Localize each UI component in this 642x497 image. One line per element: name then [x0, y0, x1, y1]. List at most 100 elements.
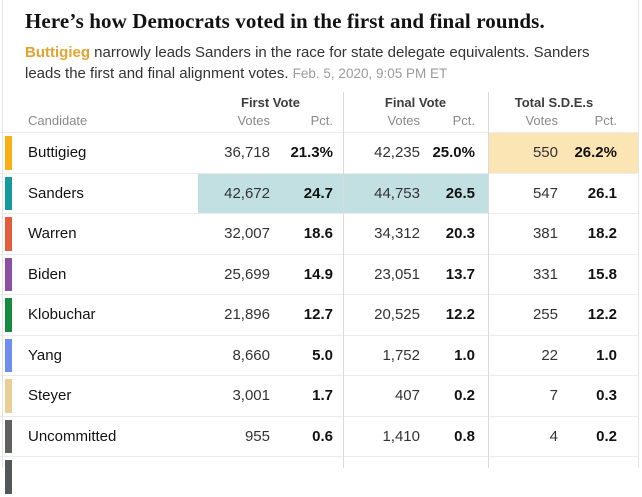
final-vote-votes-cell [343, 457, 422, 497]
final-vote-pct-cell: 20.3 [445, 225, 475, 243]
candidate-name: Warren [28, 225, 77, 243]
column-header-candidate: Candidate [28, 113, 88, 128]
candidate-color-bar [5, 460, 12, 494]
candidate-name: Steyer [28, 387, 72, 405]
sde-pct-cell: 18.2 [587, 225, 617, 243]
first-vote-votes-cell: 42,672 [198, 173, 272, 213]
first-vote-pct-cell [272, 457, 343, 497]
first-vote-pct-cell: 5.0 [312, 346, 333, 364]
page-left-border [2, 0, 3, 468]
final-vote-votes-cell: 34,312 [374, 225, 420, 243]
table-row-steyer: Steyer 3,001 1.7 407 0.2 7 0.3 [0, 375, 638, 416]
candidate-cell: Uncommitted [0, 417, 198, 457]
first-vote-votes-cell: 36,718 [224, 144, 270, 162]
group-header-final-vote: Final Vote [384, 95, 447, 110]
first-vote-votes-cell [198, 457, 272, 497]
subtitle-lead-candidate: Buttigieg [25, 44, 90, 61]
subtitle-text: narrowly leads Sanders in the race for s… [25, 44, 590, 82]
final-vote-votes-cell: 407 [394, 387, 420, 405]
candidate-color-bar [5, 136, 12, 170]
final-vote-pct-cell [422, 457, 488, 497]
column-divider-first-final [343, 92, 344, 468]
candidate-name: Sanders [28, 184, 84, 202]
first-vote-votes-cell: 25,699 [224, 265, 270, 283]
first-vote-votes-cell: 3,001 [232, 387, 270, 405]
candidate-cell: Yang [0, 336, 198, 376]
first-vote-votes-cell: 21,896 [224, 306, 270, 324]
column-header-first-pct: Pct. [310, 113, 333, 128]
candidate-name: Biden [28, 265, 67, 283]
sde-votes-cell: 22 [541, 346, 558, 364]
candidate-name: Yang [28, 346, 62, 364]
group-header-total-sdes: Total S.D.E.s [514, 95, 594, 110]
first-vote-votes-cell: 8,660 [232, 346, 270, 364]
candidate-name: Klobuchar [28, 306, 96, 324]
final-vote-pct-cell: 13.7 [445, 265, 475, 283]
sde-pct-cell: 12.2 [587, 306, 617, 324]
sde-pct-cell: 26.2% [560, 133, 638, 173]
final-vote-pct-cell: 12.2 [445, 306, 475, 324]
candidate-cell: Buttigieg [0, 133, 198, 173]
column-header-final-votes: Votes [387, 113, 420, 128]
column-header-sde-pct: Pct. [594, 113, 617, 128]
sde-votes-cell: 381 [532, 225, 558, 243]
candidate-name: Buttigieg [28, 144, 87, 162]
sde-votes-cell: 4 [549, 427, 558, 445]
column-header-sde-votes: Votes [525, 113, 558, 128]
candidate-color-bar [5, 217, 12, 251]
sde-pct-cell: 0.2 [596, 427, 617, 445]
candidate-color-bar [5, 338, 12, 372]
final-vote-pct-cell: 0.8 [454, 427, 475, 445]
first-vote-pct-cell: 0.6 [312, 427, 333, 445]
subtitle: Buttigieg narrowly leads Sanders in the … [25, 42, 608, 84]
sde-votes-cell: 7 [549, 387, 558, 405]
first-vote-pct-cell: 18.6 [303, 225, 333, 243]
final-vote-votes-cell: 20,525 [374, 306, 420, 324]
final-vote-votes-cell: 42,235 [374, 144, 420, 162]
sde-pct-cell [560, 457, 638, 497]
candidate-color-bar [5, 419, 12, 453]
final-vote-votes-cell: 44,753 [343, 173, 422, 213]
table-body: Buttigieg 36,718 21.3% 42,235 25.0% 550 … [0, 132, 638, 497]
final-vote-pct-cell: 25.0% [432, 144, 475, 162]
candidate-cell [0, 457, 198, 497]
table-group-header: First Vote Final Vote Total S.D.E.s [0, 92, 638, 112]
final-vote-pct-cell: 26.5 [422, 173, 488, 213]
candidate-cell: Biden [0, 255, 198, 295]
candidate-color-bar [5, 298, 12, 332]
table-row [0, 456, 638, 497]
candidate-cell: Steyer [0, 376, 198, 416]
column-divider-final-sde [488, 92, 489, 468]
first-vote-votes-cell: 32,007 [224, 225, 270, 243]
first-vote-pct-cell: 12.7 [303, 306, 333, 324]
page-title: Here’s how Democrats voted in the first … [25, 9, 545, 33]
sde-pct-cell: 26.1 [587, 184, 617, 202]
sde-votes-cell [488, 457, 560, 497]
final-vote-votes-cell: 1,752 [382, 346, 420, 364]
table-row-warren: Warren 32,007 18.6 34,312 20.3 381 18.2 [0, 213, 638, 254]
first-vote-votes-cell: 955 [244, 427, 270, 445]
group-header-first-vote: First Vote [241, 95, 300, 110]
first-vote-pct-cell: 21.3% [290, 144, 333, 162]
final-vote-votes-cell: 1,410 [382, 427, 420, 445]
candidate-cell: Sanders [0, 174, 198, 214]
candidate-cell: Klobuchar [0, 295, 198, 335]
timestamp: Feb. 5, 2020, 9:05 PM ET [292, 66, 448, 81]
final-vote-pct-cell: 0.2 [454, 387, 475, 405]
table-row-buttigieg: Buttigieg 36,718 21.3% 42,235 25.0% 550 … [0, 132, 638, 173]
table-row-klobuchar: Klobuchar 21,896 12.7 20,525 12.2 255 12… [0, 294, 638, 335]
sde-pct-cell: 15.8 [587, 265, 617, 283]
first-vote-pct-cell: 14.9 [303, 265, 333, 283]
candidate-color-bar [5, 257, 12, 291]
column-header-final-pct: Pct. [452, 113, 475, 128]
first-vote-pct-cell: 24.7 [272, 173, 343, 213]
sde-votes-cell: 331 [532, 265, 558, 283]
sde-pct-cell: 0.3 [596, 387, 617, 405]
article-header: Here’s how Democrats voted in the first … [0, 0, 642, 84]
sde-votes-cell: 550 [488, 133, 560, 173]
first-vote-pct-cell: 1.7 [312, 387, 333, 405]
table-row-sanders: Sanders 42,672 24.7 44,753 26.5 547 26.1 [0, 172, 638, 214]
sde-pct-cell: 1.0 [596, 346, 617, 364]
sde-votes-cell: 547 [532, 184, 558, 202]
results-table: First Vote Final Vote Total S.D.E.s Cand… [0, 92, 638, 497]
